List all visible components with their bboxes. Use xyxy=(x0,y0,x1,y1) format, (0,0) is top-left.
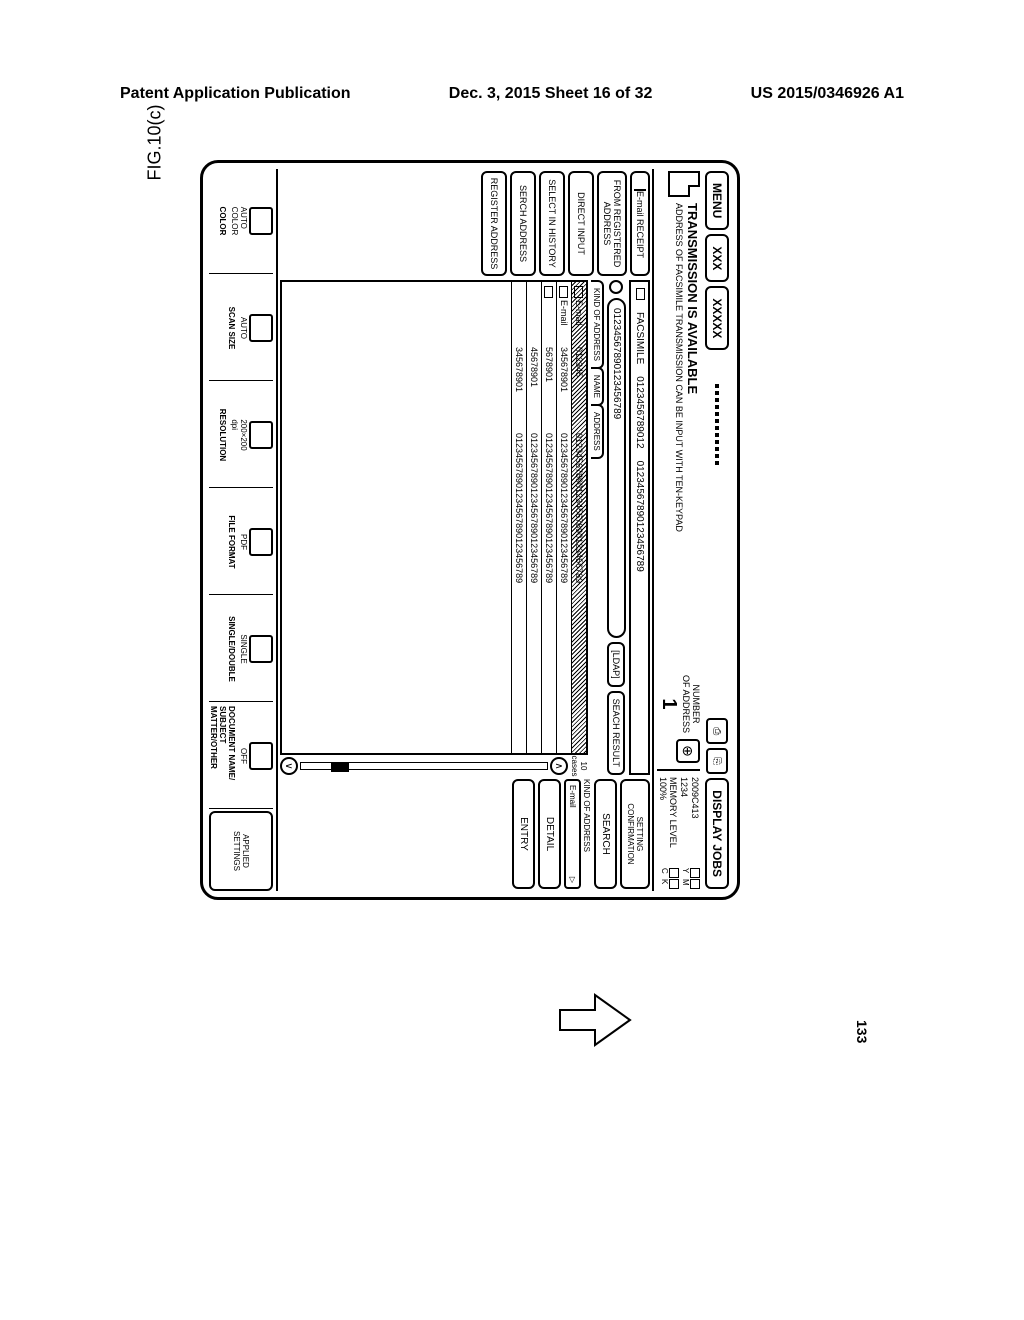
search-button[interactable]: SEARCH xyxy=(594,779,617,889)
detail-button[interactable]: DETAIL xyxy=(538,779,561,889)
device-screen: MENU XXX XXXXX ⎙ ⎘ DISPLAY JOBS TRANSMIS… xyxy=(200,160,740,900)
duplex-icon xyxy=(249,635,273,663)
status-box: 2009C413 1234 MEMORY LEVEL 100% YM CK xyxy=(657,769,700,889)
list-item[interactable]: 45678901 012345678901234567890123456789 xyxy=(526,282,541,753)
envelope-icon xyxy=(634,189,646,191)
search-address-button[interactable]: SERCH ADDRESS xyxy=(510,171,536,276)
page-title: TRANSMISSION IS AVAILABLE xyxy=(684,203,700,532)
from-registered-button[interactable]: FROM REGISTERED ADDRESS xyxy=(597,171,627,276)
envelope-icon xyxy=(249,742,273,770)
envelope-icon xyxy=(574,286,583,298)
list-item[interactable]: 5678901 012345678901234567890123456789 xyxy=(541,282,556,753)
cases-count: 10 cases xyxy=(570,756,588,777)
register-address-button[interactable]: REGISTER ADDRESS xyxy=(481,171,507,276)
radio-icon[interactable] xyxy=(609,280,623,294)
envelope-icon xyxy=(544,286,553,298)
select-history-button[interactable]: SELECT IN HISTORY xyxy=(539,171,565,276)
receipt-bar: FACSIMILE 0123456789012 0123456789012345… xyxy=(629,280,650,775)
opt-file-format[interactable]: PDF FILE FORMAT xyxy=(209,490,273,595)
menu-button[interactable]: MENU xyxy=(705,171,729,230)
list-item[interactable]: E-mail 012345 01234567890123456789012345… xyxy=(571,282,586,753)
pub-right: US 2015/0346926 A1 xyxy=(751,85,904,103)
display-jobs-button[interactable]: DISPLAY JOBS xyxy=(705,778,729,889)
applied-settings-button[interactable]: APPLIED SETTINGS xyxy=(209,811,273,891)
list-item[interactable]: 345678901 012345678901234567890123456789 xyxy=(511,282,526,753)
callout-133: 133 xyxy=(854,1020,870,1043)
address-counter: NUMBER OF ADDRESS 1 xyxy=(658,675,700,733)
opt-document-name[interactable]: OFF DOCUMENT NAME/ SUBJECT MATTER/OTHER xyxy=(209,704,273,809)
scrollbar[interactable]: 10 cases ∧ ∨ xyxy=(280,757,588,775)
resolution-icon xyxy=(249,421,273,449)
scanner-icon[interactable]: ⎙ xyxy=(706,718,728,744)
page-subtitle: ADDRESS OF FACSIMILE TRANSMISSION CAN BE… xyxy=(674,203,684,532)
envelope-icon xyxy=(559,286,568,298)
opt-color[interactable]: AUTO COLOR COLOR xyxy=(209,169,273,274)
pub-left: Patent Application Publication xyxy=(120,85,351,103)
link-icon[interactable]: ⎘ xyxy=(706,748,728,774)
kind-of-address-select[interactable]: KIND OF ADDRESS E-mail▷ xyxy=(564,779,591,889)
pub-center: Dec. 3, 2015 Sheet 16 of 32 xyxy=(449,85,653,103)
xxx-button[interactable]: XXX xyxy=(705,234,729,282)
page-icon xyxy=(249,314,273,342)
document-icon xyxy=(668,171,700,197)
opt-single-double[interactable]: SINGLE SINGLE/DOUBLE xyxy=(209,597,273,702)
direct-input-button[interactable]: DIRECT INPUT xyxy=(568,171,594,276)
xxxxx-button[interactable]: XXXXX xyxy=(705,286,729,350)
envelope-icon xyxy=(636,288,645,300)
registered-address-field[interactable]: 01234567890123456789 xyxy=(607,298,626,638)
figure-label: FIG.10(c) xyxy=(145,104,166,180)
entry-button[interactable]: ENTRY xyxy=(512,779,535,889)
opt-scan-size[interactable]: AUTO SCAN SIZE xyxy=(209,276,273,381)
address-icon[interactable]: ⊕ xyxy=(676,739,700,763)
dots-indicator xyxy=(715,384,719,465)
arrow-icon xyxy=(555,990,635,1050)
file-icon xyxy=(249,528,273,556)
opt-resolution[interactable]: 200×200 dpi RESOLUTION xyxy=(209,383,273,488)
list-item[interactable]: E-mail 345678901 01234567890123456789012… xyxy=(556,282,571,753)
address-list: E-mail 012345 01234567890123456789012345… xyxy=(280,280,588,755)
email-receipt-button[interactable]: E-mail RECEIPT xyxy=(630,171,650,276)
ldap-button[interactable]: [LDAP] xyxy=(607,642,625,687)
scroll-down-icon[interactable]: ∨ xyxy=(280,757,298,775)
search-result-label: SEACH RESULT xyxy=(607,691,625,775)
scroll-thumb[interactable] xyxy=(331,762,349,772)
chevron-down-icon: ▷ xyxy=(568,877,577,883)
tab-kind[interactable]: KIND OF ADDRESS xyxy=(591,280,604,369)
scroll-up-icon[interactable]: ∧ xyxy=(550,757,568,775)
tab-name[interactable]: NAME xyxy=(591,367,604,406)
color-icon xyxy=(249,207,273,235)
tab-address[interactable]: ADDRESS xyxy=(591,404,604,459)
setting-confirmation-button[interactable]: SETTING CONFIRMATION xyxy=(620,779,650,889)
